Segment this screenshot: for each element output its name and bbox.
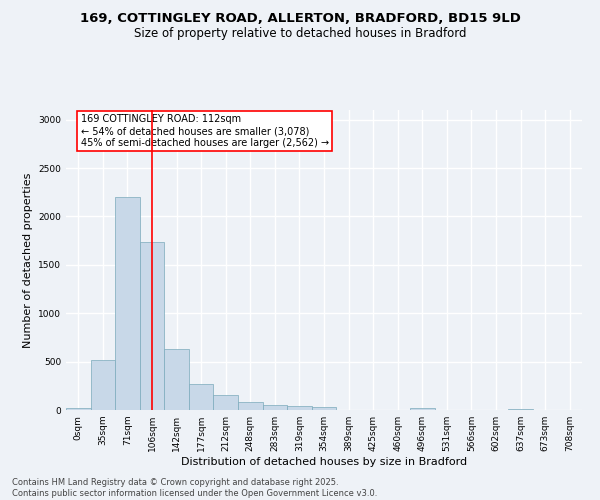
Bar xyxy=(312,406,336,410)
Bar xyxy=(189,384,214,410)
Bar xyxy=(164,349,189,410)
Bar xyxy=(508,408,533,410)
Bar xyxy=(91,360,115,410)
X-axis label: Distribution of detached houses by size in Bradford: Distribution of detached houses by size … xyxy=(181,457,467,467)
Bar xyxy=(140,242,164,410)
Text: Contains HM Land Registry data © Crown copyright and database right 2025.
Contai: Contains HM Land Registry data © Crown c… xyxy=(12,478,377,498)
Bar xyxy=(238,402,263,410)
Bar xyxy=(263,404,287,410)
Bar xyxy=(66,408,91,410)
Text: Size of property relative to detached houses in Bradford: Size of property relative to detached ho… xyxy=(134,28,466,40)
Text: 169 COTTINGLEY ROAD: 112sqm
← 54% of detached houses are smaller (3,078)
45% of : 169 COTTINGLEY ROAD: 112sqm ← 54% of det… xyxy=(81,114,329,148)
Bar xyxy=(410,408,434,410)
Bar xyxy=(214,396,238,410)
Bar xyxy=(287,406,312,410)
Bar xyxy=(115,197,140,410)
Text: 169, COTTINGLEY ROAD, ALLERTON, BRADFORD, BD15 9LD: 169, COTTINGLEY ROAD, ALLERTON, BRADFORD… xyxy=(80,12,520,26)
Y-axis label: Number of detached properties: Number of detached properties xyxy=(23,172,32,348)
